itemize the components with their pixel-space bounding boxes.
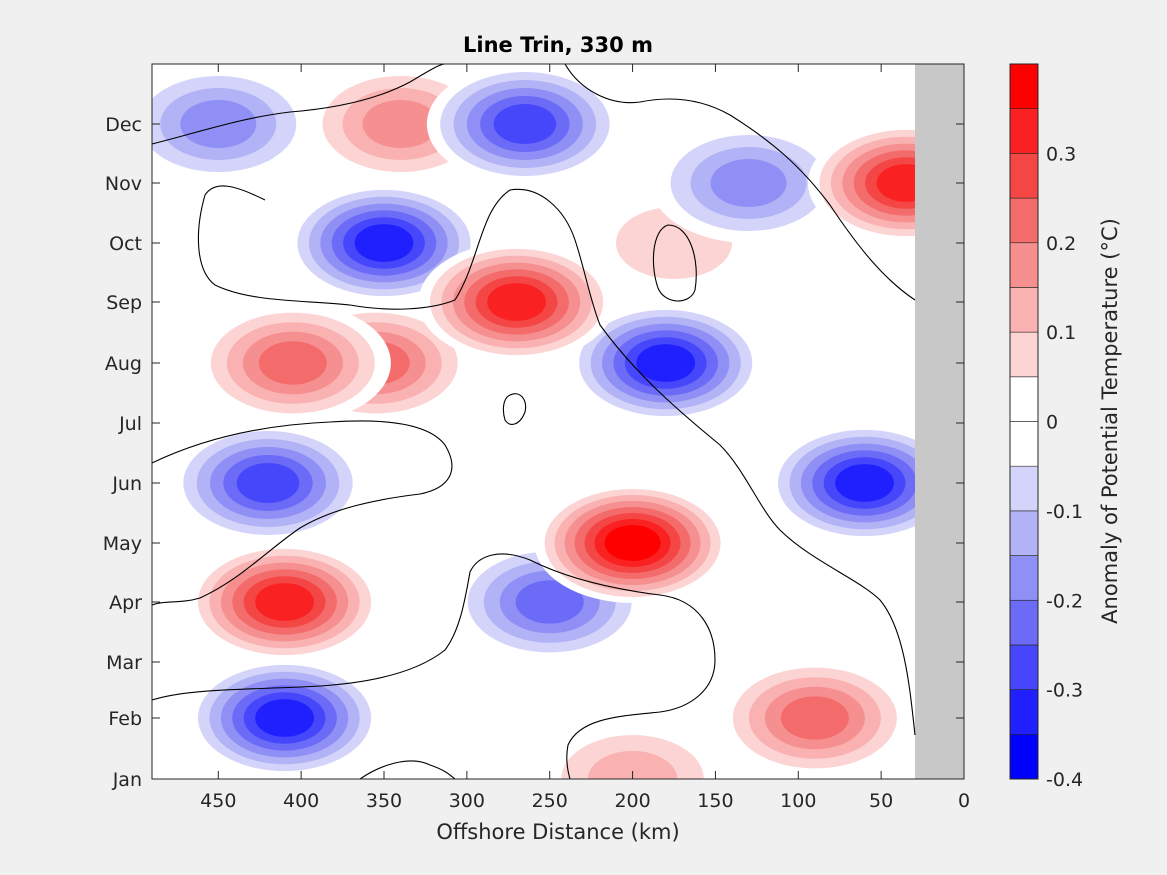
contour-feature (716, 658, 913, 778)
contour-band (236, 463, 300, 503)
x-tick-label: 400 (283, 790, 319, 812)
y-tick-label: May (103, 533, 142, 555)
y-tick-label: Nov (105, 173, 142, 195)
contour-feature (186, 658, 383, 778)
y-tick-label: Dec (105, 114, 142, 136)
colorbar-frame (1009, 63, 1039, 780)
contour-band (515, 580, 584, 624)
colorbar-band (1009, 599, 1039, 646)
x-tick-label: 150 (697, 790, 733, 812)
contour-band (636, 344, 696, 382)
contour-feature (766, 423, 963, 543)
zero-contour-lines (152, 64, 916, 779)
contour-band (180, 100, 257, 148)
contour-feature (186, 542, 383, 662)
contour-band (604, 525, 661, 561)
contour-feature (534, 483, 731, 603)
contour-feature (426, 64, 623, 184)
colorbar-band (1009, 197, 1039, 244)
colorbar-band (1009, 644, 1039, 690)
colorbar-tick-label: 0.3 (1046, 143, 1076, 165)
colorbar-ticks: -0.4 -0.3 -0.2 -0.1 0 0.1 0.2 0.3 (1046, 143, 1083, 791)
colorbar-band (1009, 63, 1039, 109)
contour-fills (152, 64, 964, 779)
x-tick-label: 0 (958, 790, 970, 812)
contour-band (493, 104, 557, 144)
colorbar-band (1009, 555, 1039, 601)
y-tick-label: Sep (106, 292, 142, 314)
chart-title: Line Trin, 330 m (463, 33, 653, 57)
colorbar-tick-label: -0.1 (1046, 501, 1083, 523)
colorbar-band (1009, 153, 1039, 199)
colorbar-tick-label: 0 (1046, 412, 1058, 434)
land-mask (915, 64, 964, 779)
x-tick-label: 100 (780, 790, 816, 812)
y-ticks: Jan Feb Mar Apr May Jun Jul Aug Sep Oct Nov Dec (103, 114, 964, 791)
colorbar-band (1009, 331, 1039, 378)
contour-feature (650, 123, 847, 243)
x-ticks: 450 400 350 300 250 200 150 100 50 0 (200, 64, 970, 812)
colorbar-band (1009, 242, 1039, 288)
contour-feature (567, 303, 764, 423)
x-axis-label: Offshore Distance (km) (436, 820, 679, 844)
colorbar-band (1009, 376, 1039, 422)
contour-feature (170, 423, 366, 543)
colorbar-label: Anomaly of Potential Temperature (°C) (1098, 218, 1122, 624)
contour-band (835, 464, 894, 502)
contour-band (354, 224, 414, 262)
y-tick-label: Feb (108, 708, 142, 730)
contour-band (362, 100, 439, 148)
x-tick-label: 200 (614, 790, 650, 812)
contour-feature (152, 64, 317, 184)
colorbar-band (1009, 689, 1039, 735)
colorbar-band (1009, 287, 1039, 333)
x-tick-label: 250 (532, 790, 568, 812)
contour-feature (194, 303, 391, 423)
y-tick-label: Mar (106, 652, 142, 674)
contour-band (487, 283, 546, 321)
plot-area: Jan Feb Mar Apr May Jun Jul Aug Sep Oct Nov Dec 450… (103, 63, 970, 812)
contour-band (587, 751, 678, 779)
y-tick-label: Aug (105, 353, 142, 375)
contour-band (258, 341, 327, 385)
x-tick-label: 300 (449, 790, 485, 812)
x-tick-label: 450 (200, 790, 236, 812)
colorbar: -0.4 -0.3 -0.2 -0.1 0 0.1 0.2 0.3 Anomaly of Po… (1009, 63, 1122, 791)
colorbar-band (1009, 734, 1039, 780)
colorbar-tick-label: 0.1 (1046, 322, 1076, 344)
y-tick-label: Jun (111, 473, 142, 495)
colorbar-tick-label: -0.4 (1046, 769, 1083, 791)
contour-band (780, 696, 849, 740)
colorbar-tick-label: -0.2 (1046, 590, 1083, 612)
colorbar-tick-label: 0.2 (1046, 233, 1076, 255)
x-tick-label: 50 (869, 790, 893, 812)
colorbar-band (1009, 510, 1039, 556)
x-tick-label: 350 (366, 790, 402, 812)
contour-feature (534, 719, 731, 779)
plot-frame (151, 63, 965, 780)
contour-band (255, 699, 314, 737)
contour-feature (286, 183, 482, 303)
y-tick-label: Apr (109, 592, 142, 614)
colorbar-band (1009, 421, 1039, 467)
y-tick-label: Jan (112, 769, 142, 791)
y-tick-label: Oct (109, 233, 142, 255)
contour-feature (418, 242, 615, 362)
colorbar-tick-label: -0.3 (1046, 680, 1083, 702)
colorbar-bands (1009, 63, 1039, 780)
contour-band (710, 159, 787, 207)
colorbar-band (1009, 465, 1039, 512)
y-tick-label: Jul (118, 413, 142, 435)
contour-band (255, 583, 314, 621)
colorbar-band (1009, 108, 1039, 154)
